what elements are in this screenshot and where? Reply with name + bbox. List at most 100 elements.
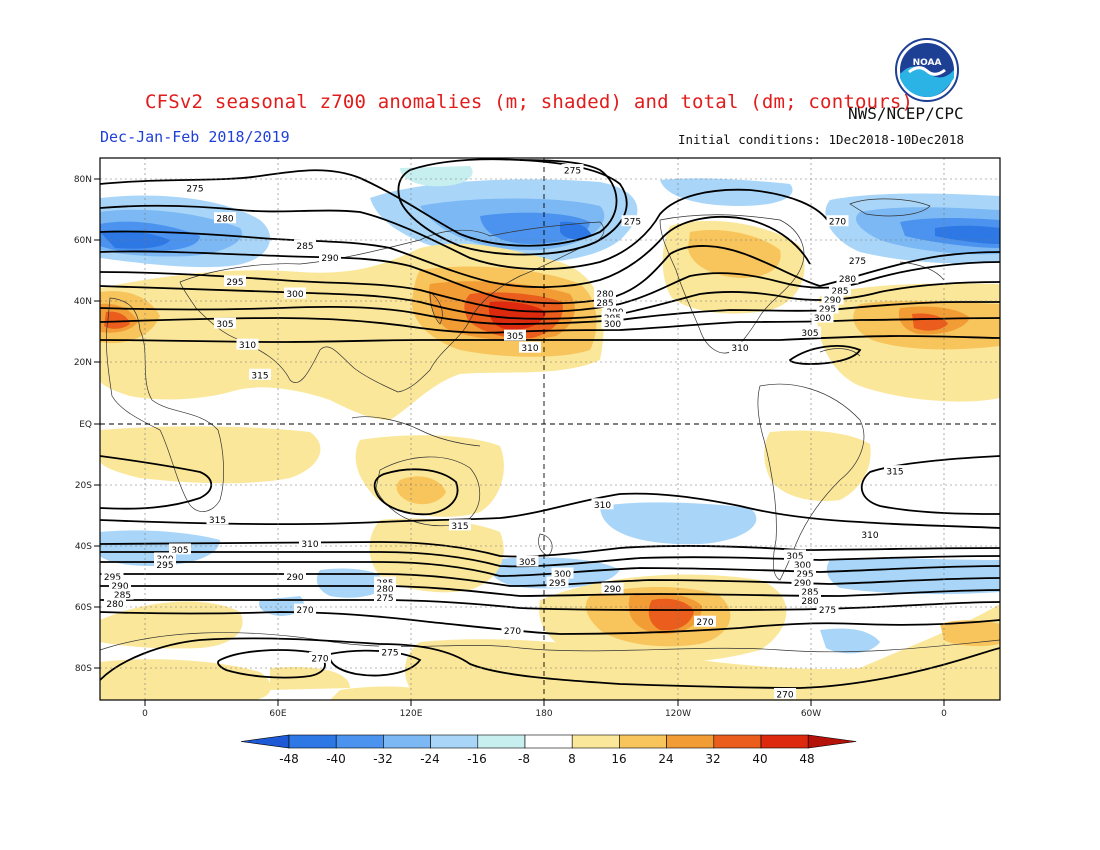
lon-label-0-left: 0 [142,709,148,719]
contour-label-background [516,555,539,567]
colorbar-swatch [288,734,337,749]
contour-label: 280 [104,597,126,610]
contour-label: 295 [546,576,569,589]
colorbar [240,734,857,749]
colorbar-labels: -48 -40 -32 -24 -16 -8 8 16 24 32 40 48 [279,752,814,766]
lat-label-40n: 40N [74,297,92,307]
contour-label-background [799,326,821,338]
contour-label-background [774,687,796,699]
contour-label-background [551,567,574,579]
contour-label-text: 290 [604,585,621,595]
contour-label-text: 280 [801,597,818,607]
contour-label-text: 285 [296,242,313,252]
contour-label-background [601,311,624,323]
contour-label-background [519,341,541,353]
contour-label-text: 270 [296,606,313,616]
lat-label-60n: 60N [74,236,92,246]
contour-label: 270 [774,687,796,700]
contour-label-background [374,582,396,594]
contour-label-background [621,215,644,227]
longitude-ticks [144,700,945,706]
contour-label: 295 [816,302,839,315]
colorbar-swatch [430,734,479,749]
lat-label-20n: 20N [74,358,92,368]
contour-label-background [236,338,259,350]
contour-label-background [826,215,849,227]
contour-label: 295 [101,570,124,583]
colorbar-tick-label: 8 [568,752,576,766]
contour-label-text: 310 [239,341,256,351]
contour-label-text: 290 [111,582,128,592]
contour-label-text: 285 [831,287,848,297]
contour-label-background [791,576,814,588]
grid-lines [100,158,1000,700]
contour-label-background [294,239,316,251]
colorbar-swatch [619,734,667,749]
contour-label-background [214,317,236,329]
contour-label-background [784,549,806,561]
contour-label-background [501,624,524,636]
lon-label-120e: 120E [400,709,423,719]
contour-label: 290 [319,251,341,264]
contour-label: 315 [249,368,271,381]
lat-label-20s: 20S [75,481,92,491]
contour-label-text: 300 [604,320,621,330]
contour-label-text: 295 [156,561,173,571]
contour-label: 285 [294,239,316,252]
contour-label-background [184,182,206,194]
contour-label: 280 [799,594,821,607]
logo-text: NOAA [913,58,942,68]
contour-label-text: 310 [731,344,748,354]
contour-label-text: 285 [596,299,613,309]
contour-label-background [206,513,229,525]
contour-label-text: 310 [861,531,878,541]
contour-label-text: 300 [554,570,571,580]
contour-label-text: 275 [564,167,581,177]
contour-label: 275 [846,254,869,267]
contour-label-text: 305 [519,558,536,568]
contour-275-north [100,159,618,247]
contour-label-background [799,594,821,606]
colorbar-right-arrow [807,734,857,749]
contour-label-background [109,579,131,591]
contour-label-text: 275 [186,185,203,195]
contour-310-north [100,335,1000,343]
contour-label: 300 [284,287,306,300]
chart-title: CFSv2 seasonal z700 anomalies (m; shaded… [145,91,914,113]
contour-label: 295 [154,558,176,571]
lat-label-60s: 60S [75,603,92,613]
agency-label: NWS/NCEP/CPC [848,104,964,123]
contour-305 [100,317,1000,334]
contour-label-background [591,498,614,510]
contour-label: 285 [829,284,851,297]
colorbar-swatch [524,734,573,749]
contour-label-text: 315 [886,468,903,478]
colorbar-swatch [760,734,809,749]
contour-label-text: 310 [521,344,538,354]
contour-label-text: 275 [376,594,393,604]
contour-label-text: 315 [209,516,226,526]
contour-label: 315 [449,519,471,532]
contour-label-background [294,603,316,615]
contour-label-text: 295 [226,278,243,288]
contour-label-background [601,317,624,329]
colorbar-swatch [383,734,431,749]
lon-label-0-right: 0 [941,709,947,719]
contour-label-background [846,254,869,266]
contour-label-text: 290 [321,254,338,264]
colorbar-swatch [713,734,762,749]
contour-label-text: 270 [696,618,713,628]
contour-label: 305 [214,317,236,330]
colorbar-tick-label: -48 [279,752,299,766]
contour-label: 300 [551,567,574,580]
contour-label-background [811,311,834,323]
contour-label: 310 [859,528,881,541]
contour-label-text: 300 [286,290,303,300]
contour-label-background [504,329,526,341]
contour-label: 305 [799,326,821,339]
contour-label: 310 [591,498,614,511]
contour-label-background [379,645,401,657]
contour-label-background [284,570,306,582]
